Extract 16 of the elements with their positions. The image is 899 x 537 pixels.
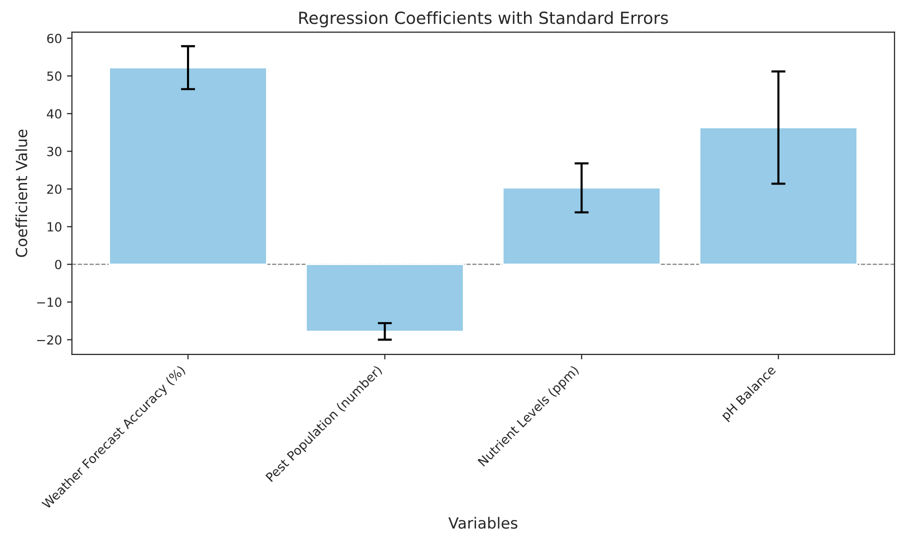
bar [305,264,464,332]
y-tick-label: 30 [47,146,62,156]
y-tick-label: 40 [46,109,62,119]
y-tick-label: 60 [47,34,62,44]
bar [698,126,858,266]
y-tick-label: 20 [47,184,62,194]
y-tick-label: 50 [47,71,62,81]
y-tick-label: 0 [55,260,62,270]
y-axis-title: Coefficient Value [15,130,28,257]
chart-title: Regression Coefficients with Standard Errors [299,11,668,28]
y-tick-label: −10 [37,298,62,307]
y-tick-label: −20 [37,335,62,345]
bar [108,66,268,266]
x-axis-title: Variables [448,516,518,529]
y-tick-label: 10 [48,222,62,232]
bar [502,187,662,266]
